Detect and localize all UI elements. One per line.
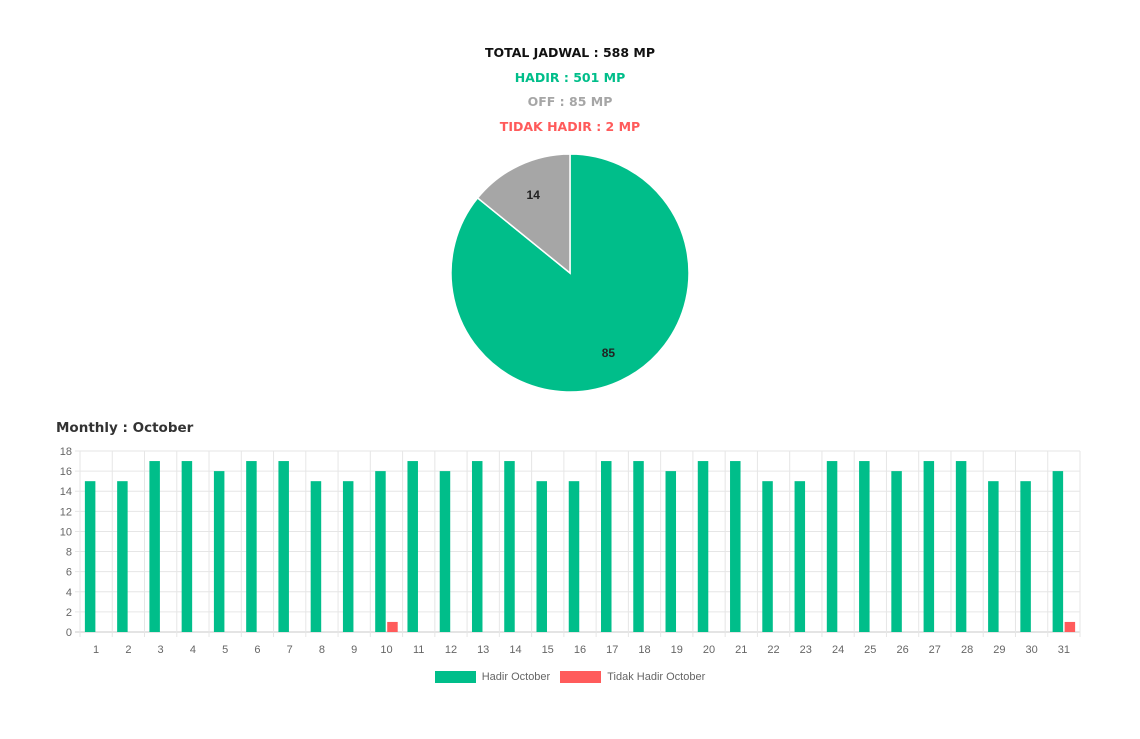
bar-hadir-4[interactable] (181, 461, 193, 632)
pie-label-off: 14 (527, 188, 541, 202)
x-tick-label: 9 (351, 644, 357, 656)
bar-hadir-14[interactable] (504, 461, 515, 632)
x-tick-label: 15 (542, 644, 554, 656)
x-tick-label: 3 (158, 644, 164, 656)
bar-hadir-31[interactable] (1052, 471, 1064, 632)
y-tick-label: 2 (66, 607, 72, 619)
bar-hadir-12[interactable] (439, 471, 451, 632)
bar-hadir-3[interactable] (149, 461, 160, 632)
y-tick-label: 8 (66, 547, 72, 559)
x-tick-label: 7 (287, 644, 293, 656)
pie-slice-hadir[interactable] (450, 153, 690, 393)
x-tick-label: 8 (319, 644, 325, 656)
legend-label-hadir: Hadir October (481, 671, 551, 683)
x-tick-label: 18 (638, 644, 650, 656)
y-tick-label: 14 (60, 486, 72, 498)
bar-hadir-26[interactable] (891, 471, 902, 632)
bar-hadir-11[interactable] (407, 461, 418, 632)
bar-hadir-24[interactable] (826, 461, 838, 632)
x-tick-label: 12 (445, 644, 457, 656)
legend-swatch-hadir (434, 671, 476, 683)
x-tick-label: 21 (735, 644, 747, 656)
total-jadwal-label: TOTAL JADWAL : 588 MP (484, 45, 655, 60)
x-tick-label: 4 (190, 644, 196, 656)
bar-hadir-10[interactable] (375, 471, 386, 632)
pie-label-hadir: 85 (602, 346, 616, 360)
bar-hadir-30[interactable] (1020, 481, 1031, 632)
y-tick-label: 12 (60, 506, 72, 518)
x-tick-label: 29 (993, 644, 1005, 656)
legend-swatch-tidak-hadir (560, 671, 602, 683)
bar-hadir-28[interactable] (955, 461, 967, 632)
y-tick-label: 6 (66, 567, 72, 579)
x-tick-label: 19 (671, 644, 683, 656)
bar-hadir-17[interactable] (601, 461, 612, 632)
x-tick-label: 1 (93, 644, 99, 656)
y-tick-label: 10 (60, 526, 72, 538)
x-tick-label: 14 (509, 644, 521, 656)
legend-item-hadir[interactable]: Hadir October (434, 671, 551, 683)
bar-hadir-27[interactable] (923, 461, 935, 632)
x-tick-label: 27 (929, 644, 941, 656)
bar-hadir-29[interactable] (988, 481, 999, 632)
pie-chart: 85 14 (450, 153, 690, 393)
y-tick-label: 16 (60, 466, 72, 478)
bar-hadir-20[interactable] (697, 461, 709, 632)
x-tick-label: 6 (254, 644, 260, 656)
x-tick-label: 11 (413, 644, 424, 656)
x-tick-label: 17 (606, 644, 618, 656)
x-tick-label: 28 (961, 644, 973, 656)
bar-hadir-21[interactable] (730, 461, 741, 632)
bar-hadir-2[interactable] (117, 481, 128, 632)
x-tick-label: 25 (864, 644, 876, 656)
y-tick-label: 18 (60, 446, 72, 458)
x-tick-label: 20 (703, 644, 715, 656)
bar-hadir-22[interactable] (762, 481, 773, 632)
x-tick-label: 22 (767, 644, 779, 656)
bar-hadir-16[interactable] (568, 481, 580, 632)
bar-hadir-9[interactable] (342, 481, 354, 632)
x-tick-label: 31 (1058, 644, 1070, 656)
x-tick-label: 2 (125, 644, 131, 656)
bar-tidak-hadir-31[interactable] (1064, 621, 1076, 632)
bar-hadir-23[interactable] (794, 481, 806, 632)
y-tick-label: 0 (66, 627, 72, 639)
x-tick-label: 13 (477, 644, 489, 656)
x-tick-label: 5 (222, 644, 228, 656)
legend-label-tidak-hadir: Tidak Hadir October (607, 671, 706, 683)
x-tick-label: 10 (380, 644, 392, 656)
bar-hadir-15[interactable] (536, 481, 547, 632)
bar-hadir-6[interactable] (246, 461, 257, 632)
x-tick-label: 30 (1025, 644, 1037, 656)
bar-hadir-1[interactable] (84, 481, 96, 632)
bar-hadir-18[interactable] (633, 461, 644, 632)
bar-hadir-5[interactable] (213, 471, 225, 632)
bar-hadir-25[interactable] (859, 461, 870, 632)
x-tick-label: 24 (832, 644, 844, 656)
chart-legend: Hadir October Tidak Hadir October (0, 671, 1140, 683)
y-tick-label: 4 (66, 587, 72, 599)
bar-hadir-19[interactable] (665, 471, 677, 632)
pie-slice-off[interactable] (476, 153, 571, 275)
bar-hadir-7[interactable] (278, 461, 289, 632)
x-tick-label: 26 (896, 644, 908, 656)
bar-hadir-8[interactable] (310, 481, 322, 632)
bar-tidak-hadir-10[interactable] (387, 621, 398, 632)
x-tick-label: 23 (800, 644, 812, 656)
monthly-chart-title: Monthly : October (56, 420, 194, 436)
legend-item-tidak-hadir[interactable]: Tidak Hadir October (560, 671, 705, 683)
hadir-label: HADIR : 501 MP (514, 70, 626, 85)
tidak-hadir-label: TIDAK HADIR : 2 MP (499, 119, 641, 134)
bar-hadir-13[interactable] (471, 461, 483, 632)
x-tick-label: 16 (574, 644, 586, 656)
off-label: OFF : 85 MP (527, 94, 613, 109)
